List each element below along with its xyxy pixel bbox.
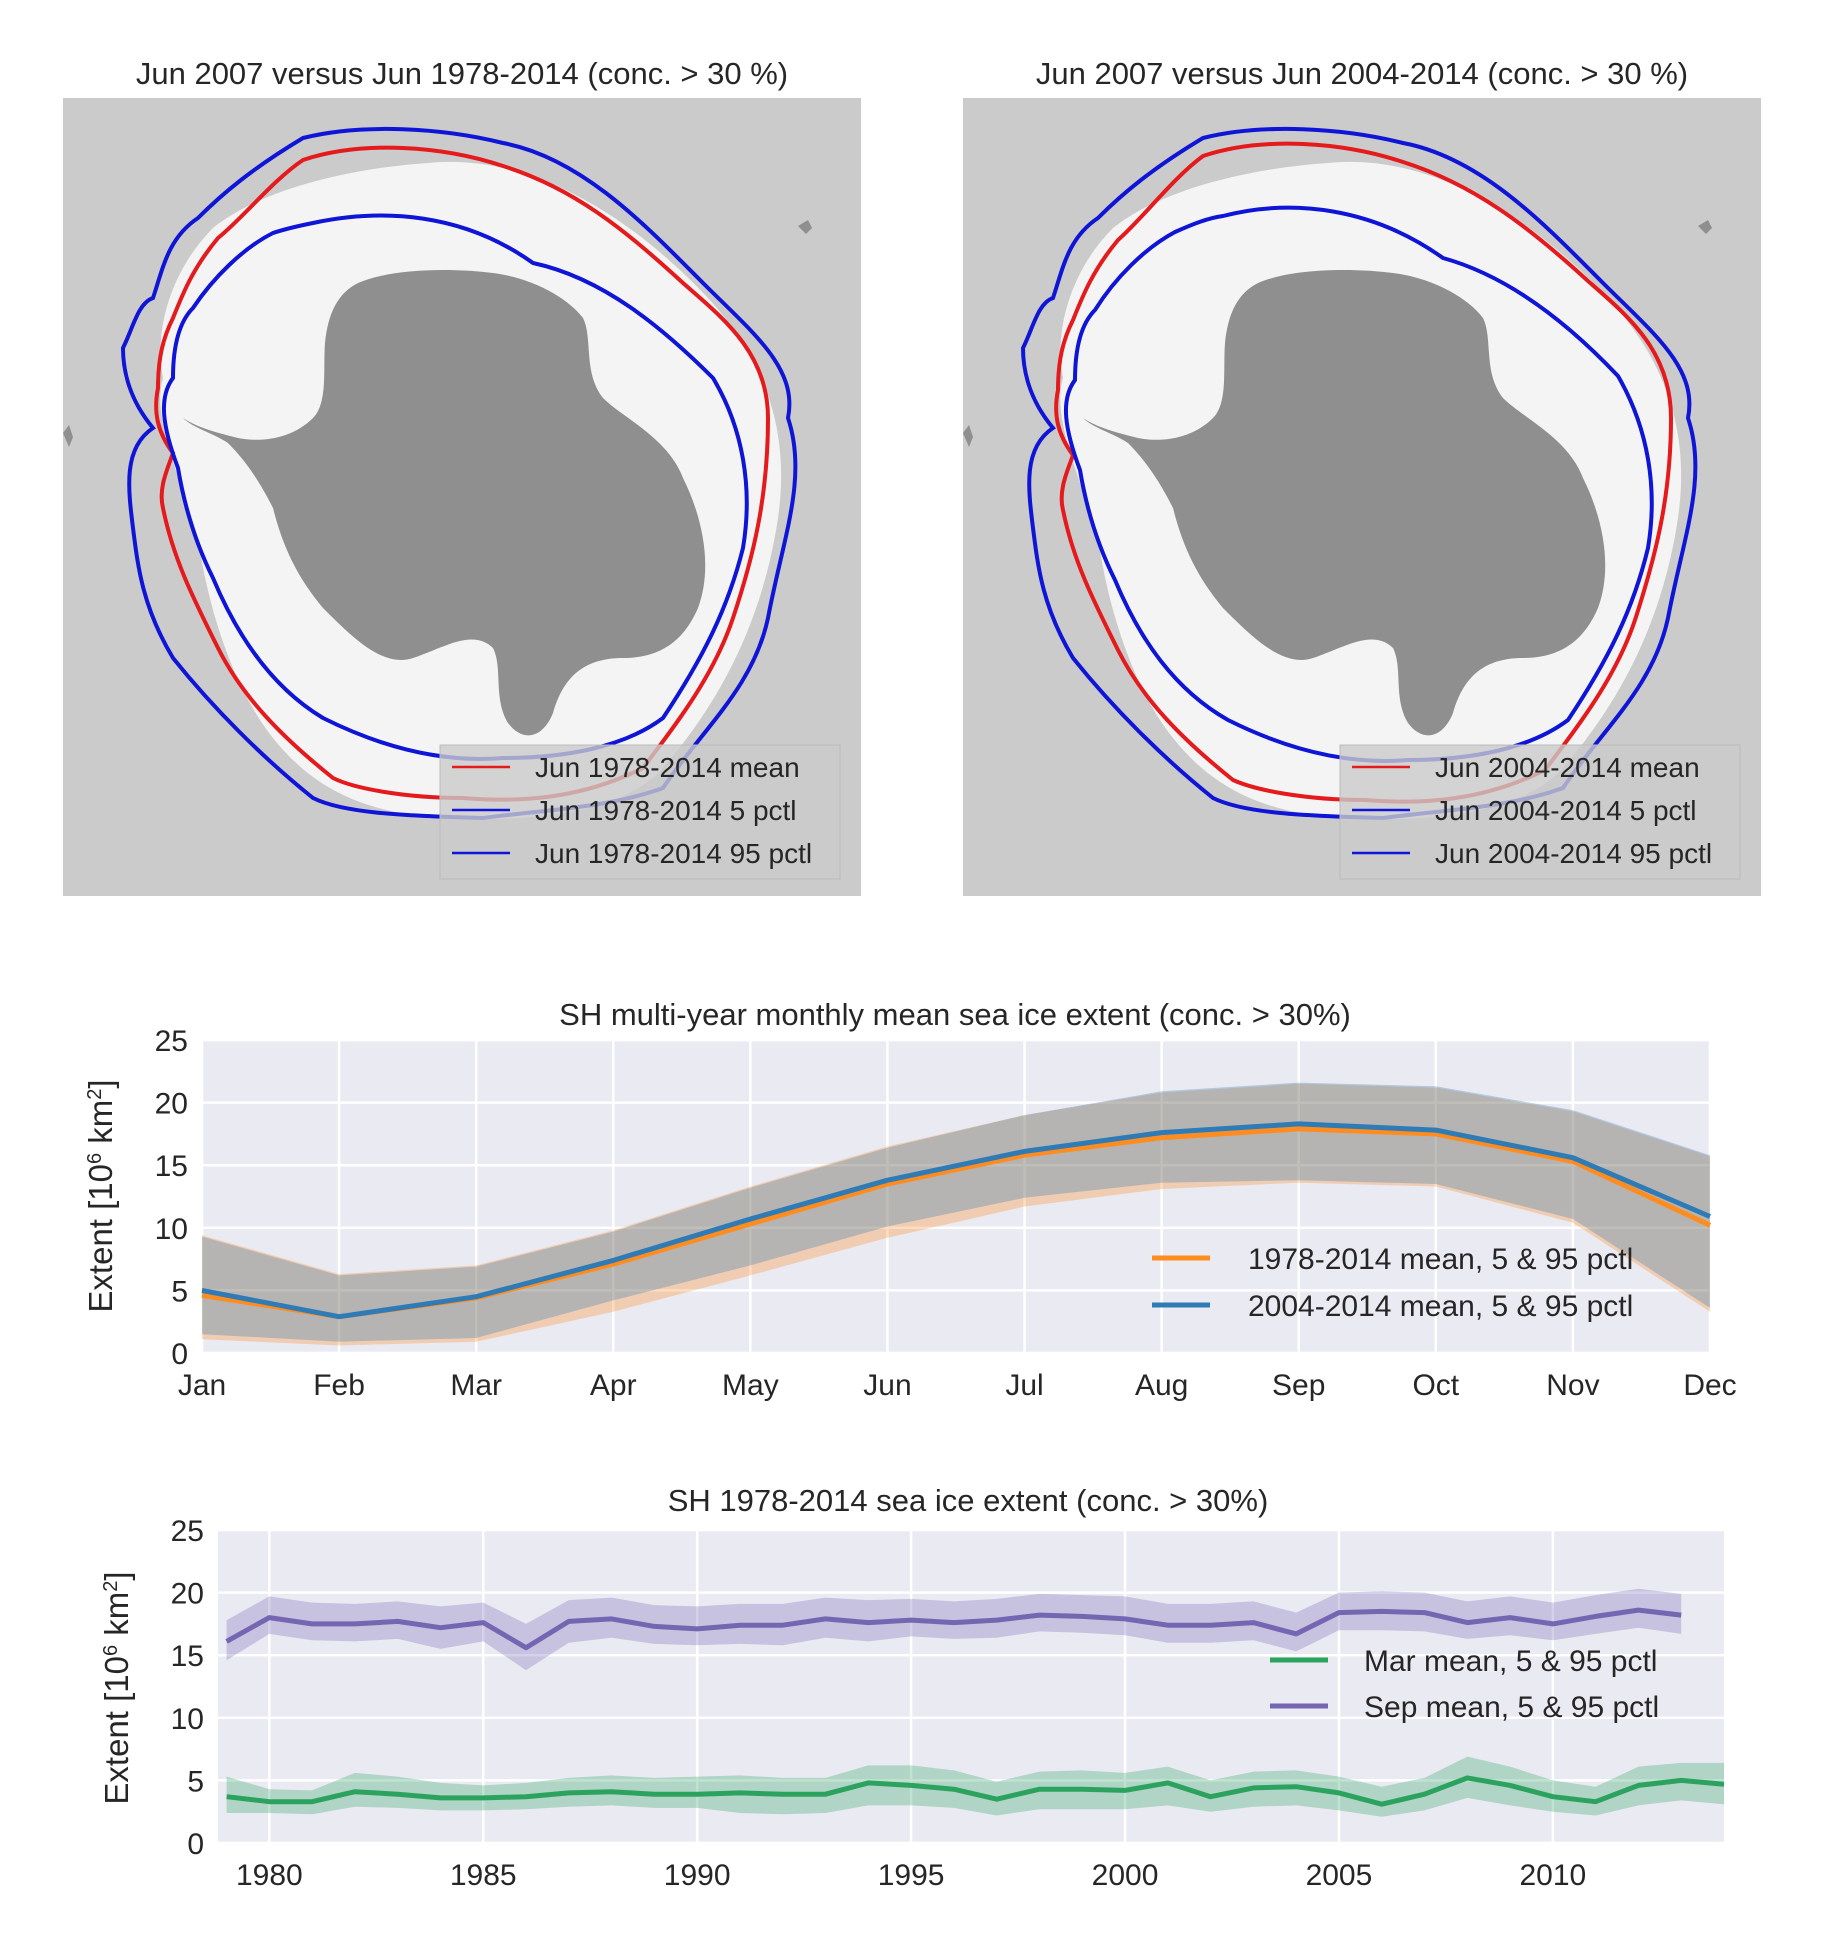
legend-series-sep: Sep mean, 5 & 95 pctl <box>1364 1691 1659 1724</box>
x-tick-label: Oct <box>1412 1369 1459 1402</box>
legend-series-mar: Mar mean, 5 & 95 pctl <box>1364 1645 1657 1678</box>
band-orange <box>202 1083 1710 1346</box>
y-tick-label: 10 <box>171 1703 204 1736</box>
x-tick-label: Jul <box>1005 1369 1043 1402</box>
map-title-2: Jun 2007 versus Jun 2004-2014 (conc. > 3… <box>1036 56 1688 91</box>
x-tick-label: 1980 <box>236 1859 303 1892</box>
x-tick-label: Nov <box>1546 1369 1599 1402</box>
chart-legend: 1978-2014 mean, 5 & 95 pctl 2004-2014 me… <box>1152 1243 1633 1323</box>
band-blue <box>202 1082 1710 1342</box>
line-blue <box>201 1121 1711 1320</box>
x-tick-label: 1990 <box>664 1859 731 1892</box>
y-tick-label: 20 <box>155 1088 188 1121</box>
x-tick-label: 1995 <box>878 1859 945 1892</box>
x-tick-labels: Jan Feb Mar Apr May Jun Jul Aug Sep Oct Nov Dec <box>178 1369 1737 1402</box>
x-tick-label: 2005 <box>1306 1859 1373 1892</box>
y-tick-label: 0 <box>187 1828 204 1861</box>
legend-series-2004-2014: 2004-2014 mean, 5 & 95 pctl <box>1248 1290 1633 1323</box>
legend-entry-mean: Jun 2004-2014 mean <box>1435 752 1700 783</box>
band-purple <box>226 1588 1682 1671</box>
mean-lines <box>225 1607 1725 1807</box>
grid-lines <box>200 1038 1712 1355</box>
y-tick-label: 15 <box>171 1640 204 1673</box>
y-tick-label: 20 <box>171 1578 204 1611</box>
x-tick-label: Dec <box>1683 1369 1736 1402</box>
x-tick-labels: 1980 1985 1990 1995 2000 2005 2010 <box>236 1859 1586 1892</box>
y-tick-label: 15 <box>155 1150 188 1183</box>
percentile-bands <box>202 1082 1710 1346</box>
chart-title: SH 1978-2014 sea ice extent (conc. > 30%… <box>668 1483 1269 1518</box>
map-panel-2004-2014: Jun 2007 versus Jun 2004-2014 (conc. > 3… <box>963 56 1761 896</box>
x-tick-label: May <box>722 1369 779 1402</box>
mean-lines <box>201 1121 1712 1320</box>
x-tick-label: Sep <box>1272 1369 1325 1402</box>
x-tick-label: Apr <box>590 1369 637 1402</box>
map-legend-2: Jun 2004-2014 mean Jun 2004-2014 5 pctl … <box>1339 744 1741 880</box>
y-tick-label: 5 <box>171 1275 188 1308</box>
y-tick-labels: 0 5 10 15 20 25 <box>171 1515 204 1861</box>
y-tick-label: 25 <box>155 1025 188 1058</box>
x-tick-label: Aug <box>1135 1369 1188 1402</box>
legend-entry-p95: Jun 2004-2014 95 pctl <box>1435 838 1712 869</box>
x-tick-label: Mar <box>450 1369 502 1402</box>
map-title-1: Jun 2007 versus Jun 1978-2014 (conc. > 3… <box>136 56 788 91</box>
band-green <box>226 1756 1725 1817</box>
legend-entry-p5: Jun 1978-2014 5 pctl <box>535 795 797 826</box>
island <box>798 220 812 234</box>
chart-legend: Mar mean, 5 & 95 pctl Sep mean, 5 & 95 p… <box>1270 1645 1659 1724</box>
y-axis-label: Extent [106 km2] <box>98 1571 135 1804</box>
x-tick-label: 2010 <box>1519 1859 1586 1892</box>
island <box>1698 220 1712 234</box>
map-legend-1: Jun 1978-2014 mean Jun 1978-2014 5 pctl … <box>439 744 841 880</box>
y-tick-label: 5 <box>187 1765 204 1798</box>
chart-title: SH multi-year monthly mean sea ice exten… <box>559 997 1351 1032</box>
x-tick-label: Jun <box>863 1369 911 1402</box>
antarctica-land <box>183 270 706 736</box>
y-tick-labels: 0 5 10 15 20 25 <box>155 1025 188 1371</box>
legend-entry-p5: Jun 2004-2014 5 pctl <box>1435 795 1697 826</box>
annual-extent-chart: SH 1978-2014 sea ice extent (conc. > 30%… <box>98 1483 1725 1892</box>
x-tick-label: 1985 <box>450 1859 517 1892</box>
antarctica-land <box>1083 270 1606 736</box>
island <box>63 425 73 447</box>
x-tick-label: Feb <box>313 1369 365 1402</box>
legend-series-1978-2014: 1978-2014 mean, 5 & 95 pctl <box>1248 1243 1633 1276</box>
line-green <box>226 1775 1725 1807</box>
map-panel-1978-2014: Jun 2007 versus Jun 1978-2014 (conc. > 3… <box>63 56 861 896</box>
y-tick-label: 25 <box>171 1515 204 1548</box>
y-tick-label: 10 <box>155 1213 188 1246</box>
island <box>963 425 973 447</box>
y-tick-label: 0 <box>171 1338 188 1371</box>
map-contours <box>63 126 812 821</box>
x-tick-label: 2000 <box>1092 1859 1159 1892</box>
monthly-extent-chart: SH multi-year monthly mean sea ice exten… <box>82 997 1737 1402</box>
line-purple <box>225 1607 1682 1651</box>
percentile-bands <box>226 1588 1725 1817</box>
x-tick-label: Jan <box>178 1369 226 1402</box>
legend-entry-mean: Jun 1978-2014 mean <box>535 752 800 783</box>
legend-entry-p95: Jun 1978-2014 95 pctl <box>535 838 812 869</box>
y-axis-label: Extent [106 km2] <box>82 1079 119 1312</box>
